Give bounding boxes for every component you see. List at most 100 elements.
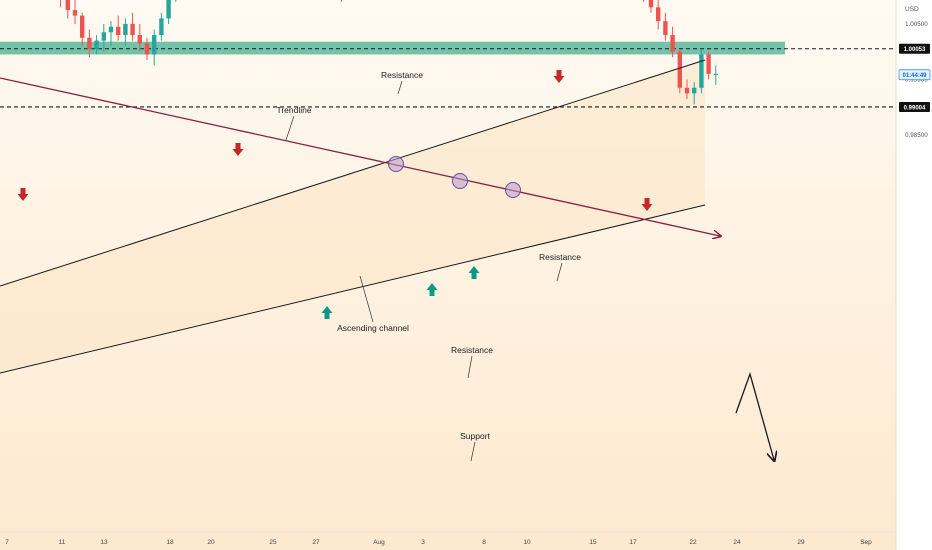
candle [130,12,135,41]
candle [65,0,70,19]
candle [123,18,128,47]
candle [692,82,697,105]
candles-layer [60,0,718,105]
candle-body [159,18,164,36]
price-tag-label: 1.00053 [904,47,926,53]
y-tick-label: 1.00500 [905,21,928,28]
candle [101,23,106,52]
x-tick-label: 18 [166,539,174,546]
up-arrow-marker [321,306,333,319]
x-tick-label: Sep [860,539,872,546]
touch-circle [388,156,404,172]
levels-layer [0,48,896,108]
down-arrow-marker [232,143,244,156]
candle-body [663,21,668,36]
candle-body [677,51,682,88]
candle-body [123,23,128,36]
candle-body [101,32,106,41]
resistance-label-top: Resistance [381,70,423,80]
channel-label: Ascending channel [337,323,409,333]
x-tick-label: 20 [207,539,215,546]
candle [706,51,711,80]
trendline [0,77,720,236]
price-level-tag: 0.99004 [899,101,930,112]
up-arrow-marker [426,283,438,296]
candle-body [670,35,675,52]
projection-arrow [735,371,774,460]
x-tick-label: 3 [421,539,425,546]
x-tick-label: 27 [312,539,320,546]
x-axis-ticks: 7 11 13 18 20 25 27 Aug 3 8 10 15 17 22 24 29 Sep [5,539,872,546]
leader-line [470,441,476,462]
x-tick-label: 13 [100,539,108,546]
candle [166,0,171,24]
candle-body [648,0,654,8]
candle [670,26,675,58]
down-arrow-marker [17,188,29,201]
price-tag-label: 0.99004 [904,105,926,111]
candle-body [166,0,171,19]
candle [144,37,150,61]
candle [80,12,85,47]
x-tick-label: 17 [629,539,637,546]
candle [663,12,668,41]
candle-body [87,37,92,49]
leader-line [467,355,473,379]
candle [94,35,99,55]
candle [648,0,654,13]
price-tag-label: 01:44:49 [902,73,927,79]
candle [108,21,114,47]
candle-body [152,35,157,55]
candle-body [692,87,697,94]
x-tick-label: 22 [689,539,697,546]
support-label: Support [460,431,490,441]
currency-label: USD [905,6,919,13]
channel-upper-line [0,59,706,287]
x-tick-label: 24 [733,539,741,546]
candle-body [116,26,121,36]
x-tick-label: 11 [59,539,66,546]
resistance-label-mid: Resistance [539,252,581,262]
candle-body [94,40,99,49]
resistance-zone-label: Resistance [451,345,493,355]
candle [713,65,718,85]
candle-body [144,43,150,55]
candle [60,0,62,8]
x-tick-label: 8 [482,539,486,546]
x-tick-label: Aug [373,539,385,546]
candle-body [699,54,704,88]
down-arrow-marker [641,198,653,211]
touch-circle [452,173,468,189]
candle-body [137,35,142,44]
candle [87,29,92,58]
candle [137,23,142,52]
trendline-label: Trendline [276,105,311,115]
candle [677,48,682,94]
leader-line [397,80,403,95]
price-level-tag: 1.00053 [899,43,930,54]
x-tick-label: 29 [797,539,805,546]
candle-body [684,87,690,94]
candle-body [656,7,661,22]
channel-lower-line [0,204,706,374]
candle-body [65,0,70,11]
resistance-zone [0,41,785,55]
candle-body [130,23,135,36]
leader-line [556,262,563,282]
y-tick-label: 0.99500 [905,77,928,84]
candle-body [80,15,85,38]
candle [72,0,78,24]
x-tick-label: 15 [589,539,597,546]
touch-circle [505,182,521,198]
candle [684,79,690,99]
channel-band [0,60,705,373]
axis-panel [896,0,932,550]
candle [159,12,164,41]
y-axis-ticks: 1.045001.040001.035001.030001.025001.020… [905,0,928,139]
y-tick-label: 0.98500 [905,132,928,139]
current-price-tag: 01:44:49 [898,69,931,81]
candle [656,0,661,30]
x-tick-label: 25 [269,539,277,546]
